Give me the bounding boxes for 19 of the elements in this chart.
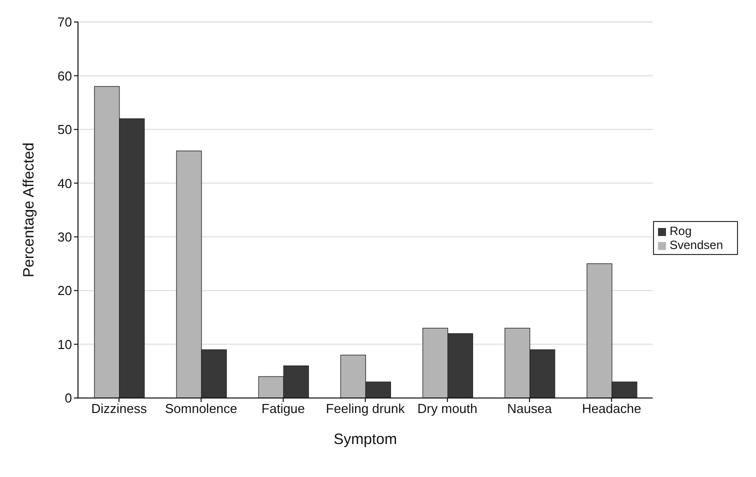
- x-tick-label: Fatigue: [262, 401, 305, 416]
- y-tick-label: 70: [58, 14, 72, 30]
- x-tick-label: Somnolence: [164, 401, 238, 416]
- y-tick-label: 10: [58, 336, 72, 352]
- x-tick-label: Dry mouth: [417, 401, 478, 416]
- x-axis-title: Symptom: [334, 431, 397, 448]
- y-tick-label: 50: [58, 122, 72, 138]
- x-tick-label: Feeling drunk: [326, 401, 406, 416]
- y-axis-title: Percentage Affected: [20, 142, 38, 278]
- x-tick-label: Dizziness: [91, 401, 148, 416]
- y-tick-label: 0: [64, 390, 72, 406]
- x-tick-label: Nausea: [507, 401, 553, 416]
- x-tick-label: Headache: [582, 401, 642, 416]
- y-tick-label: 20: [58, 283, 72, 298]
- legend-label: Svendsen: [670, 238, 723, 252]
- y-tick-label: 40: [58, 176, 72, 191]
- y-tick-label: 60: [58, 68, 72, 84]
- legend-label: Rog: [670, 224, 692, 238]
- y-tick-label: 30: [58, 229, 72, 244]
